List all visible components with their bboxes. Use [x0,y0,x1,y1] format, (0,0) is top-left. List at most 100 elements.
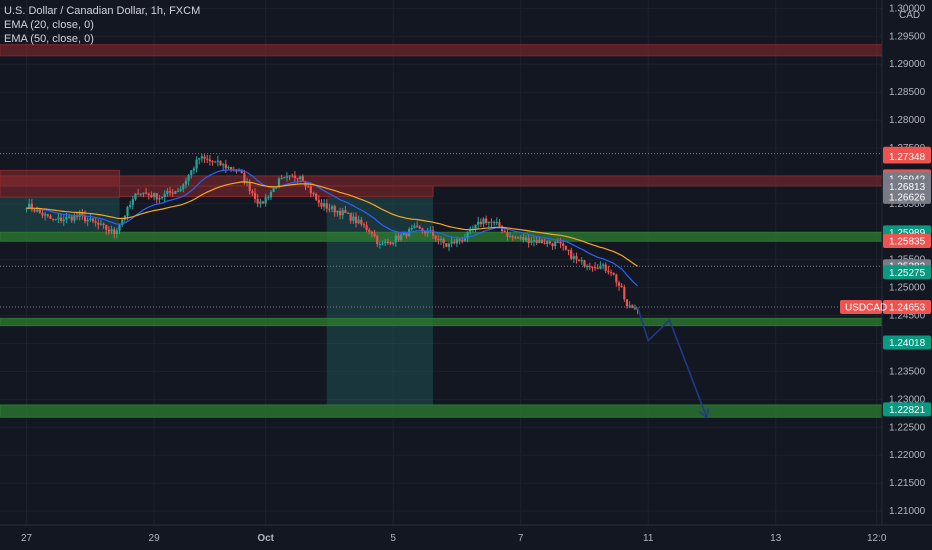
candle-body [421,228,424,232]
candle-body [591,266,594,268]
time-tick-label: 7 [518,533,524,544]
candle-body [431,230,435,236]
candle-body [346,212,350,214]
candle-body [150,194,153,198]
currency-label: CAD [899,10,920,21]
time-tick-label: 13 [770,533,782,544]
candle-body [362,224,366,226]
candle-body [46,214,49,216]
candle-body [575,256,578,260]
candle-body [325,203,328,209]
price-tag [883,300,931,315]
candle-body [330,206,334,209]
candle-body [336,210,339,213]
candle-body [70,216,73,221]
candle-body [625,299,629,307]
candle-body [341,210,344,216]
candle-body [67,216,71,218]
candle-body [129,204,132,208]
candle-body [203,156,206,159]
candle-body [338,210,342,216]
price-tick-label: 1.21500 [889,478,926,489]
candle-body [370,231,374,234]
candle-body [519,237,522,239]
projection-arrowhead [698,408,710,419]
candle-body [280,178,283,180]
candle-body [458,239,461,241]
candle-body [511,236,514,238]
candle-body [562,243,565,246]
candle-body [123,215,126,220]
candle-body [352,216,355,221]
time-tick-label: 11 [643,533,654,544]
candle-body [389,242,392,245]
price-lines [0,153,882,308]
candle-body [227,166,230,169]
candle-body [463,238,467,241]
candle-body [601,264,605,266]
candle-body [423,231,427,234]
candle-body [89,218,92,220]
candle-body [410,227,413,230]
candle-body [532,240,536,242]
candle-body [60,217,63,222]
time-axis[interactable]: 27 29 Oct 5 7 11 13 12:0 [0,524,932,544]
candle-body [224,164,227,169]
ema50-legend[interactable]: EMA (50, close, 0) [4,33,94,45]
candle-body [612,272,615,275]
candle-body [243,173,246,183]
candle-body [41,212,44,216]
candle-body [506,232,509,237]
candle-body [344,210,347,213]
price-tag [883,233,931,248]
candle-body [508,236,512,238]
candle-body [211,161,214,163]
zone-resistance-left [0,169,121,198]
price-tags: 1.273981.273481.269921.269421.268131.266… [840,146,931,417]
candle-body [44,214,47,216]
candle-body [36,209,39,212]
price-tag-label: 1.25835 [889,236,926,247]
price-tick-label: 1.28000 [889,115,926,126]
candle-body [320,202,323,207]
candle-body [83,215,87,222]
candle-body [285,176,289,178]
candle-body [240,169,243,174]
candle-body [184,180,188,185]
candle-body [540,239,544,244]
candle-body [25,208,28,210]
candle-body [30,203,33,210]
candle-body [397,235,400,240]
candle-body [94,221,97,223]
time-tick-label: 29 [149,533,161,544]
candle-body [131,199,134,205]
candle-body [633,307,637,309]
candle-body [570,250,573,259]
candle-body [216,160,219,162]
candle-body [261,201,265,204]
candle-body [105,225,108,230]
ema20-legend[interactable]: EMA (20, close, 0) [4,19,94,31]
candle-body [447,243,451,247]
candle-body [301,176,304,182]
candle-body [222,164,225,166]
price-tick-label: 1.26500 [889,199,926,210]
candle-body [198,158,201,160]
candle-body [168,190,172,193]
candle-body [415,225,419,227]
candle-body [607,270,610,273]
symbol-title[interactable]: U.S. Dollar / Canadian Dollar, 1h, FXCM [4,5,201,17]
price-tag-label: 1.24018 [889,338,926,349]
price-tick-label: 1.22000 [889,450,926,461]
candle-body [256,198,259,204]
candle-body [200,156,204,159]
symbol-tag-label: USDCAD [845,303,887,314]
time-tick-label: Oct [257,533,274,544]
candle-body [54,219,57,221]
candle-body [493,222,496,224]
candle-body [251,191,254,194]
price-tag-label: 1.26626 [889,192,926,203]
candle-body [52,218,55,220]
candle-body [522,237,525,241]
